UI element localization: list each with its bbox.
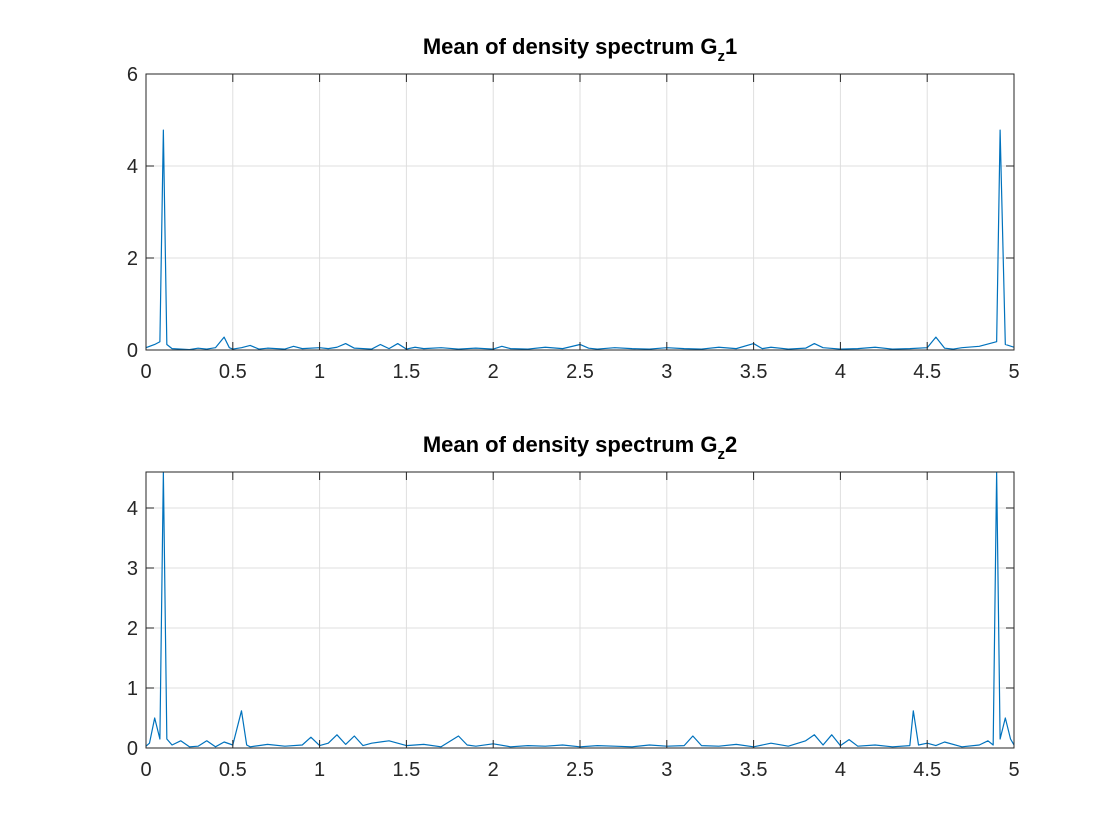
y-tick-label: 2 bbox=[127, 248, 138, 270]
series-line-1 bbox=[146, 129, 1014, 350]
subplot-1: 0 0.5 1 1.5 2 2.5 3 3.5 4 4.5 5 0 2 4 6 Mean of density… bbox=[127, 34, 1020, 383]
x-tick-label: 1 bbox=[314, 361, 325, 383]
chart-title-main: Mean of density spectrum G bbox=[423, 432, 718, 457]
chart-title-subscript: z bbox=[717, 48, 725, 65]
chart-title-main: Mean of density spectrum G bbox=[423, 34, 718, 59]
y-tick-label: 4 bbox=[127, 156, 138, 178]
y-tick-label: 1 bbox=[127, 678, 138, 700]
x-tick-label: 0.5 bbox=[219, 759, 247, 781]
chart-title-2: Mean of density spectrum Gz2 bbox=[423, 432, 737, 463]
x-tick-label: 3 bbox=[661, 759, 672, 781]
y-tick-label: 0 bbox=[127, 738, 138, 760]
y-tick-label: 4 bbox=[127, 498, 138, 520]
x-tick-label: 2 bbox=[488, 361, 499, 383]
x-tick-label: 2.5 bbox=[566, 759, 594, 781]
x-tick-label: 0.5 bbox=[219, 361, 247, 383]
x-tick-label: 1.5 bbox=[392, 759, 420, 781]
x-tick-label: 0 bbox=[140, 361, 151, 383]
y-tick-label: 6 bbox=[127, 64, 138, 86]
x-tick-label: 4.5 bbox=[913, 361, 941, 383]
x-tick-label: 4 bbox=[835, 361, 846, 383]
x-tick-label: 1 bbox=[314, 759, 325, 781]
x-tick-label: 0 bbox=[140, 759, 151, 781]
subplot-2: 0 0.5 1 1.5 2 2.5 3 3.5 4 4.5 5 0 1 2 3 4 Mean of densit… bbox=[127, 432, 1020, 781]
y-tick-label: 0 bbox=[127, 340, 138, 362]
chart-title-tail: 2 bbox=[725, 432, 737, 457]
x-tick-label: 3.5 bbox=[740, 759, 768, 781]
x-tick-label: 5 bbox=[1008, 361, 1019, 383]
y-tick-label: 3 bbox=[127, 558, 138, 580]
chart-title-1: Mean of density spectrum Gz1 bbox=[423, 34, 737, 65]
chart-title-subscript: z bbox=[717, 446, 725, 463]
x-tick-label: 4.5 bbox=[913, 759, 941, 781]
y-tick-label: 2 bbox=[127, 618, 138, 640]
x-tick-label: 2.5 bbox=[566, 361, 594, 383]
x-tick-label: 3.5 bbox=[740, 361, 768, 383]
x-tick-label: 3 bbox=[661, 361, 672, 383]
x-tick-label: 1.5 bbox=[392, 361, 420, 383]
x-tick-label: 2 bbox=[488, 759, 499, 781]
x-tick-label: 5 bbox=[1008, 759, 1019, 781]
chart-title-tail: 1 bbox=[725, 34, 737, 59]
x-tick-label: 4 bbox=[835, 759, 846, 781]
